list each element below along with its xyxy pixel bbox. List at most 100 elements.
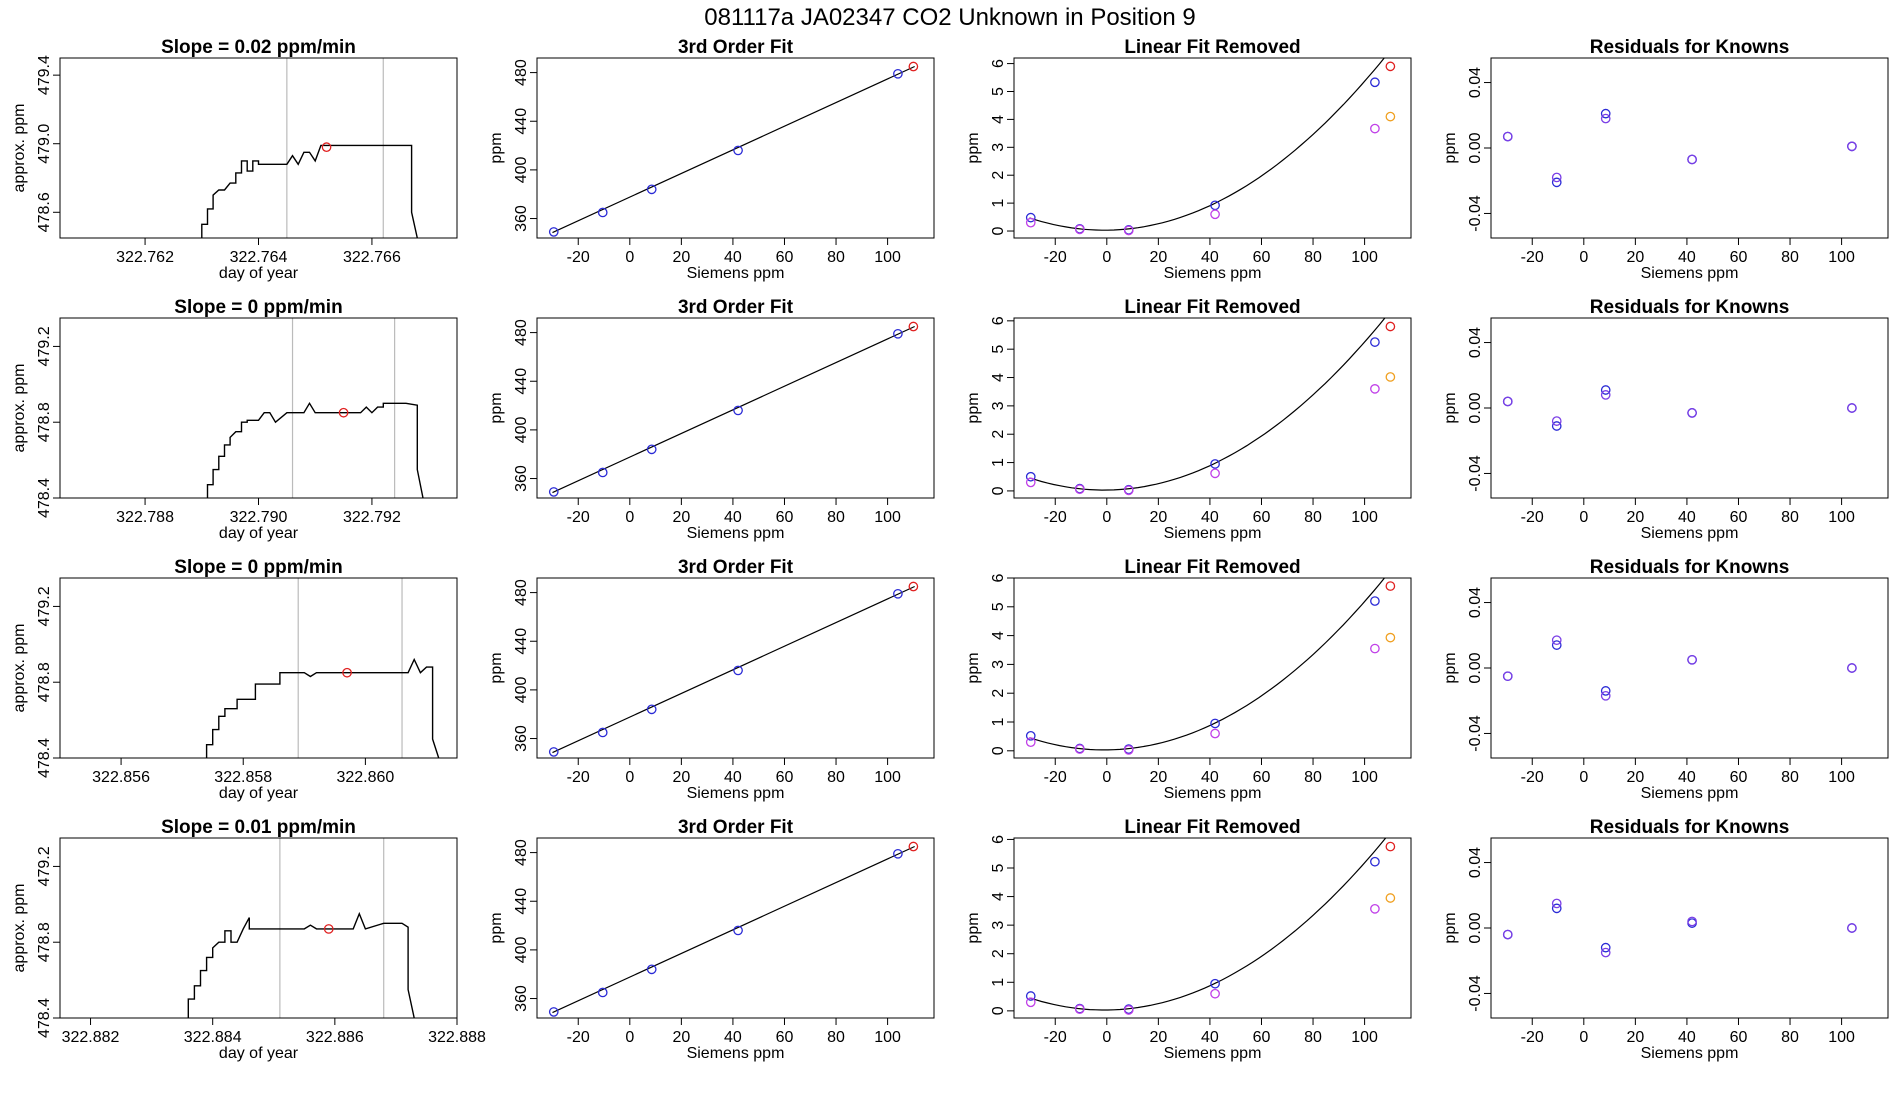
y-tick-label: -0.04: [1467, 975, 1484, 1012]
y-tick-label: 0.00: [1467, 912, 1484, 943]
y-tick-label: -0.04: [1467, 455, 1484, 492]
y-tick-label: -0.04: [1467, 715, 1484, 752]
x-axis-label: Siemens ppm: [1164, 525, 1262, 542]
x-tick-label: 40: [1678, 1029, 1696, 1046]
y-tick-label: 3: [990, 401, 1007, 410]
data-point: [1025, 730, 1036, 741]
data-point: [1551, 421, 1562, 431]
x-tick-label: 80: [1781, 509, 1799, 526]
y-tick-label: 440: [513, 108, 530, 135]
data-point: [597, 207, 608, 218]
data-point: [1074, 484, 1085, 495]
y-tick-label: 360: [513, 725, 530, 752]
x-tick-label: -20: [1044, 769, 1067, 786]
x-tick-label: 100: [1828, 769, 1855, 786]
x-tick-label: -20: [567, 769, 590, 786]
y-tick-label: 479.2: [36, 586, 53, 626]
series-line: [201, 144, 418, 238]
data-point: [893, 848, 903, 859]
data-point: [893, 68, 903, 79]
data-point: [1123, 1005, 1134, 1015]
data-point: [548, 227, 559, 237]
x-axis-label: Siemens ppm: [1641, 525, 1739, 542]
x-tick-label: 322.886: [306, 1029, 364, 1046]
data-point: [1385, 372, 1396, 382]
data-point: [1123, 485, 1134, 496]
x-tick-label: 322.790: [230, 509, 288, 526]
y-tick-label: 2: [990, 171, 1007, 180]
x-tick-label: 322.882: [62, 1029, 120, 1046]
y-tick-label: 3: [990, 660, 1007, 669]
x-tick-label: 20: [672, 509, 690, 526]
y-tick-label: 4: [990, 631, 1007, 640]
data-point: [597, 467, 608, 478]
y-tick-label: 5: [990, 87, 1007, 96]
x-tick-label: -20: [567, 1029, 590, 1046]
x-tick-label: 322.856: [92, 769, 150, 786]
y-tick-label: 3: [990, 143, 1007, 152]
plot-area: [548, 61, 919, 237]
y-tick-label: 480: [513, 579, 530, 606]
data-point: [1210, 728, 1220, 739]
x-axis-label: Siemens ppm: [1164, 265, 1262, 282]
y-tick-label: 480: [513, 59, 530, 86]
panel-title: Residuals for Knowns: [1590, 297, 1790, 318]
x-tick-label: 80: [1781, 769, 1799, 786]
x-tick-label: 0: [1102, 249, 1111, 266]
y-tick-label: 1: [990, 978, 1007, 987]
panel-title: 3rd Order Fit: [678, 817, 794, 838]
x-tick-label: 0: [1102, 769, 1111, 786]
y-tick-label: 0.04: [1467, 587, 1484, 618]
data-point: [1074, 744, 1085, 754]
y-axis-label: ppm: [488, 912, 505, 943]
plot-area: [1502, 635, 1857, 701]
y-tick-label: 479.2: [36, 326, 53, 366]
data-point: [1502, 929, 1513, 940]
y-axis-label: ppm: [965, 652, 982, 683]
x-axis-label: Siemens ppm: [1641, 265, 1739, 282]
x-tick-label: 80: [827, 769, 845, 786]
panel-title: Slope = 0.02 ppm/min: [161, 37, 356, 58]
data-point: [597, 727, 608, 738]
x-tick-label: 0: [625, 1029, 634, 1046]
y-axis-label: ppm: [488, 392, 505, 423]
data-point: [646, 704, 657, 715]
panel-r0c3: Residuals for Knowns -20 0 20 40 60 80 100 -0.04…: [1442, 37, 1889, 282]
data-point: [1600, 108, 1611, 119]
panel-frame: [536, 57, 935, 239]
x-tick-label: 80: [827, 249, 845, 266]
data-point: [342, 667, 352, 678]
panel-frame: [536, 837, 935, 1019]
y-tick-label: 6: [990, 835, 1007, 844]
panel-title: Linear Fit Removed: [1124, 37, 1300, 58]
panel-r0c2: Linear Fit Removed -20 0 20 40 60 80 100 0 1 2 3 4 5 6…: [965, 37, 1412, 282]
panel-title: 3rd Order Fit: [678, 37, 794, 58]
y-tick-label: 479.4: [36, 55, 53, 95]
panel-title: Residuals for Knowns: [1590, 557, 1790, 578]
plot-area: [548, 321, 919, 497]
y-tick-label: 0.00: [1467, 392, 1484, 423]
data-point: [1551, 416, 1562, 426]
x-tick-label: 100: [1351, 249, 1378, 266]
x-tick-label: 80: [1304, 1029, 1322, 1046]
data-point: [1600, 113, 1611, 124]
x-axis-label: day of year: [219, 265, 299, 282]
panel-frame: [59, 317, 458, 499]
data-point: [1370, 123, 1380, 134]
x-tick-label: 100: [1351, 769, 1378, 786]
x-tick-label: 322.788: [116, 509, 174, 526]
x-axis-label: Siemens ppm: [1164, 1045, 1262, 1062]
x-tick-label: 40: [724, 249, 742, 266]
x-tick-label: 80: [827, 1029, 845, 1046]
data-point: [1025, 997, 1036, 1008]
y-axis-label: ppm: [488, 132, 505, 163]
panel-frame: [59, 837, 458, 1019]
y-axis-label: ppm: [1442, 912, 1459, 943]
y-tick-label: 360: [513, 205, 530, 232]
data-point: [1600, 947, 1611, 958]
y-tick-label: 0: [990, 486, 1007, 495]
data-point: [548, 1007, 559, 1017]
data-point: [1600, 942, 1611, 953]
plot-area: [1025, 58, 1396, 236]
x-tick-label: 80: [1781, 249, 1799, 266]
